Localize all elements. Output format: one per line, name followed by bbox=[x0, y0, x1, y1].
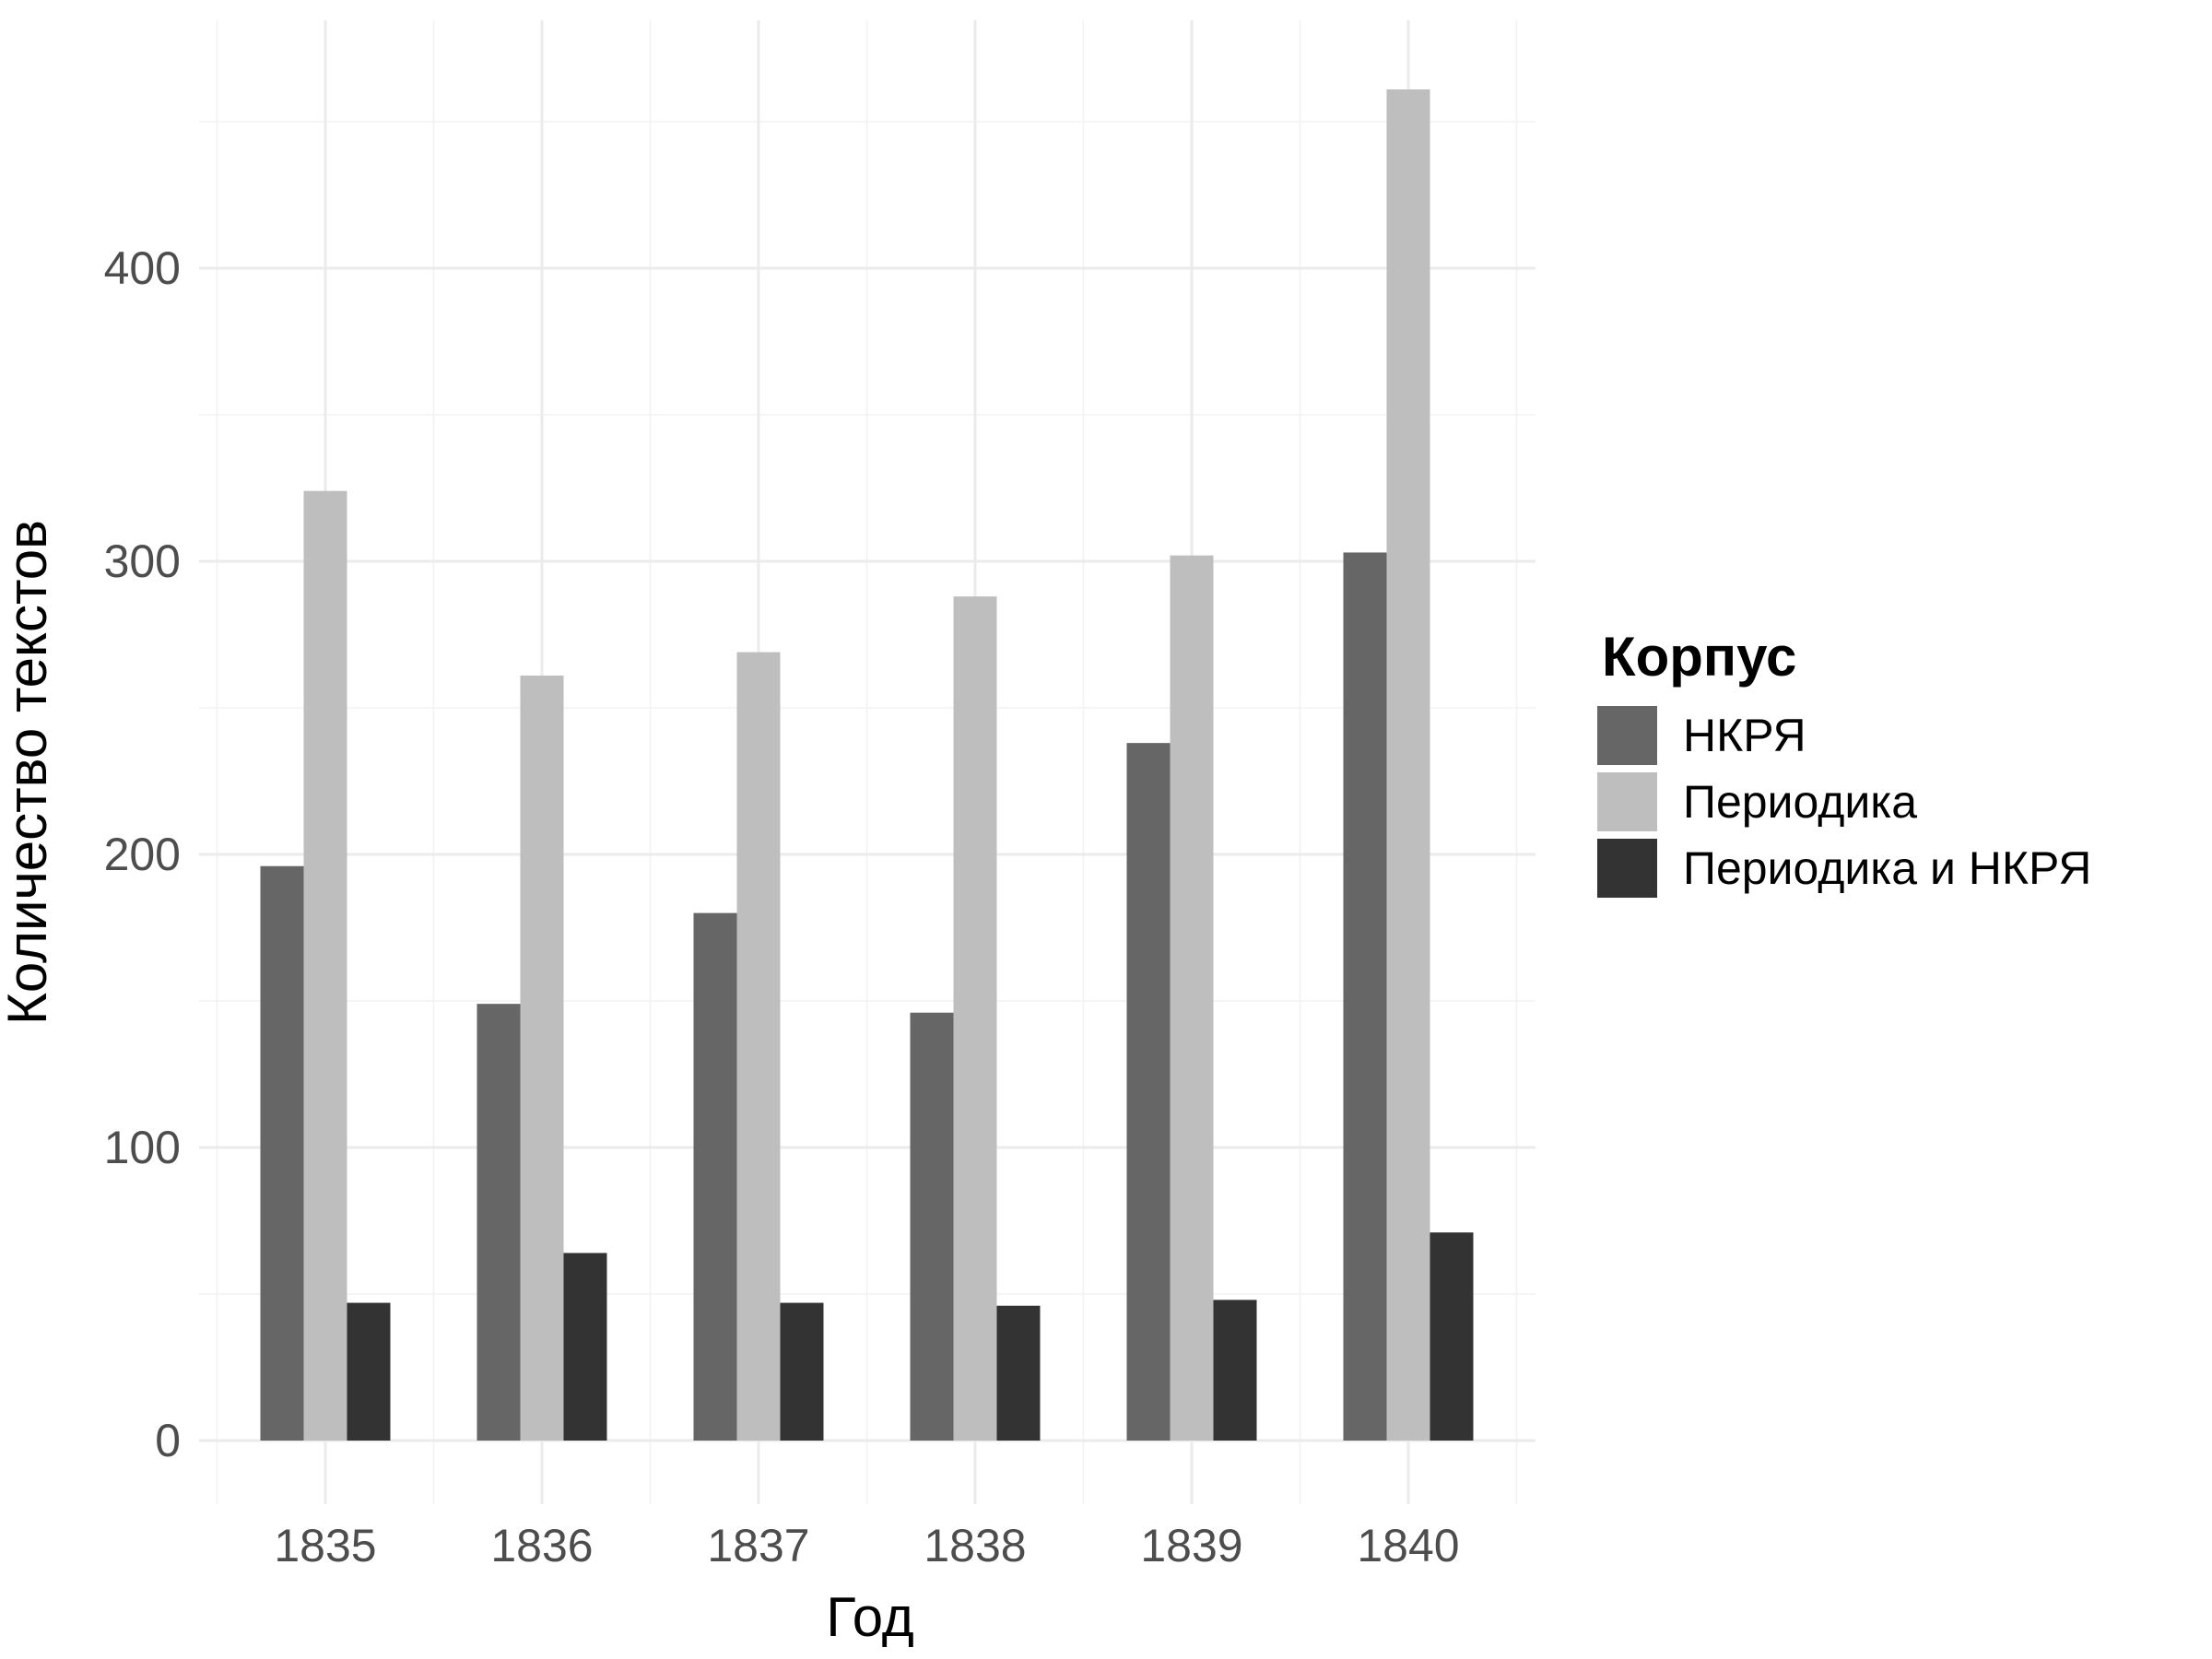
legend-label-3: Периодика и НКРЯ bbox=[1683, 842, 2091, 894]
x-axis-tick-labels: 1835 1836 1837 1838 1839 1840 bbox=[274, 1520, 1459, 1571]
bar-1840-series-1 bbox=[1343, 552, 1387, 1441]
bar-1836-series-1 bbox=[477, 1004, 521, 1441]
x-tick-label: 1837 bbox=[707, 1520, 809, 1571]
plot-grid bbox=[199, 20, 1535, 1504]
bar-1835-series-1 bbox=[260, 865, 304, 1441]
x-tick-label: 1838 bbox=[924, 1520, 1026, 1571]
bar-1839-series-2 bbox=[1170, 555, 1214, 1441]
bar-1837-series-1 bbox=[693, 912, 737, 1441]
y-axis-title: Количество текстов bbox=[0, 520, 58, 1025]
x-axis-title: Год bbox=[826, 1586, 914, 1648]
x-tick-label: 1836 bbox=[490, 1520, 593, 1571]
bar-1840-series-2 bbox=[1386, 89, 1430, 1441]
bar-1838-series-2 bbox=[953, 596, 997, 1441]
legend-label-1: НКРЯ bbox=[1683, 710, 1806, 761]
bar-1840-series-3 bbox=[1430, 1232, 1474, 1441]
bar-1836-series-3 bbox=[563, 1253, 607, 1441]
bar-1836-series-2 bbox=[520, 676, 564, 1441]
y-tick-label: 100 bbox=[104, 1122, 181, 1173]
y-tick-label: 0 bbox=[155, 1415, 181, 1466]
bar-1835-series-3 bbox=[347, 1302, 391, 1441]
y-tick-label: 200 bbox=[104, 829, 181, 880]
legend: Корпус НКРЯ Периодика Периодика и НКРЯ bbox=[1597, 626, 2091, 898]
legend-key-1 bbox=[1597, 706, 1657, 765]
bar-1837-series-2 bbox=[736, 652, 781, 1441]
bar-1838-series-1 bbox=[910, 1012, 954, 1441]
x-tick-label: 1835 bbox=[274, 1520, 376, 1571]
legend-key-2 bbox=[1597, 772, 1657, 831]
y-tick-label: 400 bbox=[104, 242, 181, 294]
y-axis-tick-labels: 0 100 200 300 400 bbox=[104, 242, 181, 1466]
x-tick-label: 1839 bbox=[1140, 1520, 1242, 1571]
legend-items: НКРЯ Периодика Периодика и НКРЯ bbox=[1597, 706, 2091, 898]
x-tick-label: 1840 bbox=[1357, 1520, 1459, 1571]
bar-1839-series-1 bbox=[1126, 743, 1171, 1441]
bar-1837-series-3 bbox=[780, 1302, 824, 1441]
legend-label-2: Периодика bbox=[1683, 776, 1917, 828]
bar-1835-series-2 bbox=[303, 490, 347, 1441]
y-tick-label: 300 bbox=[104, 535, 181, 587]
bar-1838-series-3 bbox=[996, 1305, 1041, 1441]
bar-1839-series-3 bbox=[1213, 1300, 1257, 1441]
legend-title: Корпус bbox=[1602, 626, 1796, 688]
bars bbox=[260, 89, 1474, 1441]
legend-key-3 bbox=[1597, 839, 1657, 898]
